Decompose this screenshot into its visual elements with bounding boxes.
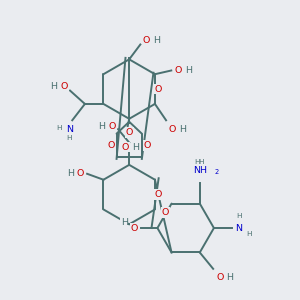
Text: N: N [235,224,242,232]
Text: 2: 2 [214,169,219,175]
Text: NH: NH [194,166,208,175]
Text: O: O [143,141,151,150]
Text: H: H [179,125,186,134]
Text: O: O [125,128,133,137]
Text: O: O [60,82,68,91]
Text: H: H [132,142,139,152]
Text: H: H [121,218,128,226]
Text: O: O [142,35,150,44]
Text: H: H [236,213,242,219]
Text: H: H [194,159,200,165]
Text: O: O [77,169,84,178]
Text: H: H [226,273,233,282]
Text: O: O [168,125,176,134]
Text: H: H [198,159,203,165]
Text: O: O [174,66,182,75]
Text: O: O [162,208,169,217]
Text: H: H [67,169,74,178]
Text: H: H [50,82,57,91]
Text: O: O [155,85,162,94]
Text: H: H [185,66,192,75]
Text: O: O [216,273,224,282]
Text: H: H [246,231,251,237]
Text: N: N [66,125,73,134]
Text: O: O [122,142,129,152]
Text: O: O [108,122,116,131]
Text: O: O [131,224,138,232]
Text: H: H [153,35,160,44]
Text: H: H [67,135,72,141]
Text: H: H [56,125,62,131]
Text: O: O [155,190,162,199]
Text: O: O [108,141,115,150]
Text: H: H [98,122,105,131]
